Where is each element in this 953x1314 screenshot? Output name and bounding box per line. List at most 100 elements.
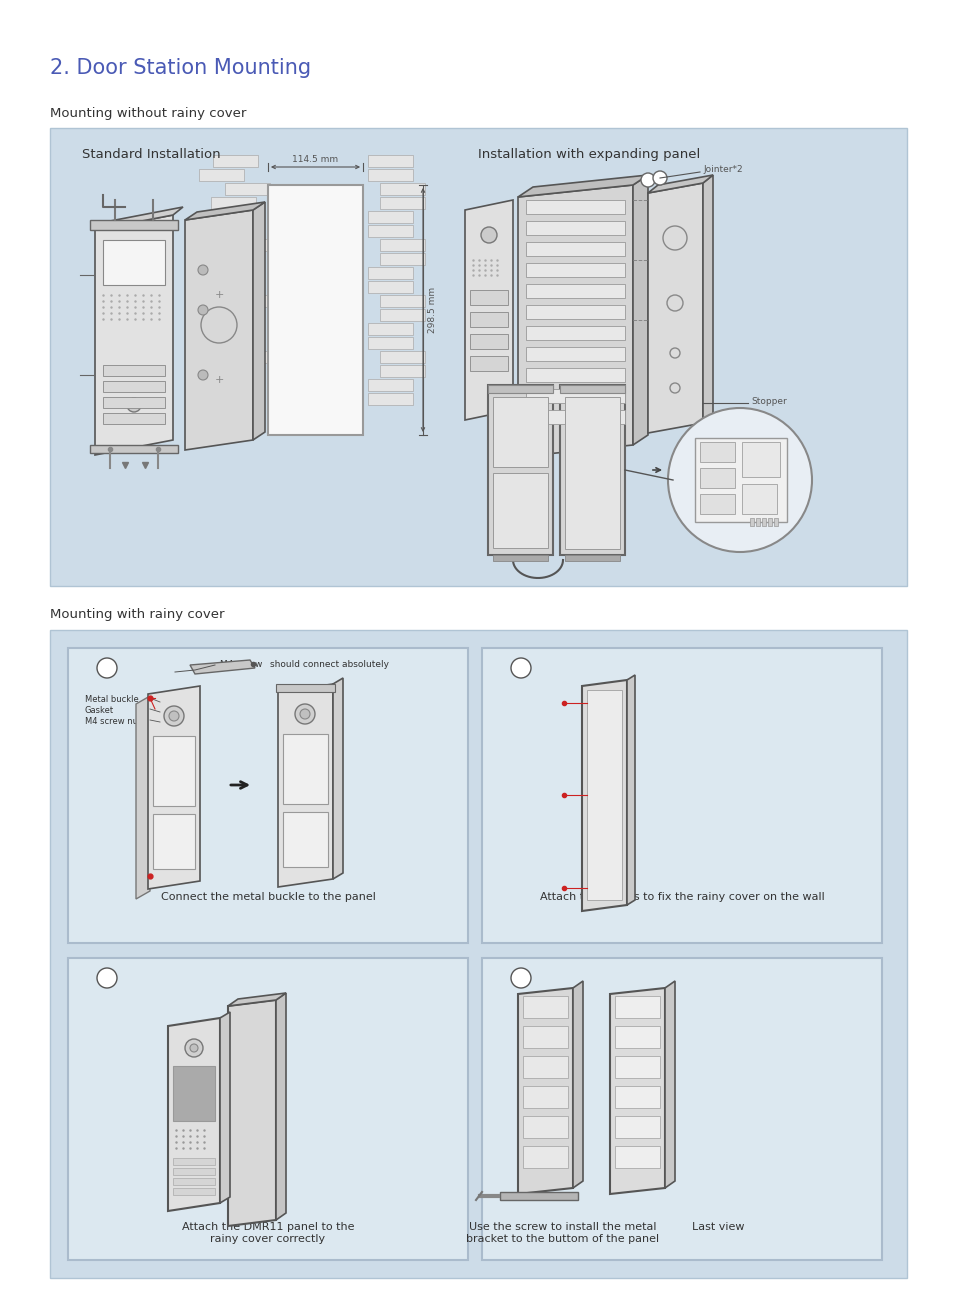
Bar xyxy=(103,381,165,392)
Circle shape xyxy=(198,305,208,315)
Polygon shape xyxy=(148,686,200,890)
Bar xyxy=(615,1146,659,1168)
Bar xyxy=(172,1168,214,1175)
Bar xyxy=(481,648,882,943)
Circle shape xyxy=(299,710,310,719)
Text: Jointer*2: Jointer*2 xyxy=(702,166,741,175)
Polygon shape xyxy=(517,185,633,457)
Polygon shape xyxy=(275,993,286,1219)
Circle shape xyxy=(640,173,655,187)
Bar xyxy=(283,735,328,804)
Text: +: + xyxy=(585,468,598,482)
Polygon shape xyxy=(333,678,343,879)
Bar xyxy=(368,281,413,293)
Bar xyxy=(172,1158,214,1166)
Circle shape xyxy=(97,658,117,678)
Text: +: + xyxy=(214,290,223,300)
Bar xyxy=(379,365,424,377)
Bar xyxy=(615,996,659,1018)
Bar xyxy=(470,311,507,327)
Bar xyxy=(379,197,424,209)
Circle shape xyxy=(127,398,141,413)
Bar xyxy=(470,334,507,350)
Text: 2. Door Station Mounting: 2. Door Station Mounting xyxy=(50,58,311,78)
Polygon shape xyxy=(517,988,573,1194)
Bar xyxy=(152,736,194,805)
Bar xyxy=(213,323,257,335)
Bar xyxy=(268,185,363,435)
Text: Installation with expanding panel: Installation with expanding panel xyxy=(477,148,700,162)
Bar xyxy=(470,290,507,305)
Text: Mounting with rainy cover: Mounting with rainy cover xyxy=(50,608,224,622)
Bar xyxy=(379,239,424,251)
Bar xyxy=(275,685,335,692)
Text: 1: 1 xyxy=(104,668,111,677)
Text: Connect the metal buckle to the panel: Connect the metal buckle to the panel xyxy=(160,892,375,901)
Polygon shape xyxy=(253,202,265,440)
Bar xyxy=(564,555,619,561)
Bar xyxy=(522,1085,567,1108)
Bar xyxy=(615,1056,659,1077)
Bar xyxy=(283,812,328,867)
Bar xyxy=(700,494,734,514)
Polygon shape xyxy=(626,675,635,905)
Text: M4 screw nut: M4 screw nut xyxy=(85,717,141,727)
Bar xyxy=(525,368,624,382)
Bar xyxy=(50,127,906,586)
Text: 298.5 mm: 298.5 mm xyxy=(428,286,436,332)
Bar xyxy=(368,323,413,335)
Bar xyxy=(695,438,786,522)
Circle shape xyxy=(164,706,184,727)
Bar xyxy=(488,385,553,393)
Bar xyxy=(493,555,547,561)
Circle shape xyxy=(511,658,531,678)
Text: 4: 4 xyxy=(517,978,524,987)
Bar xyxy=(199,225,244,237)
Bar xyxy=(90,445,178,453)
Bar xyxy=(379,351,424,363)
Polygon shape xyxy=(185,210,253,449)
Bar xyxy=(615,1026,659,1049)
Polygon shape xyxy=(609,988,664,1194)
Bar xyxy=(755,518,760,526)
Bar xyxy=(368,225,413,237)
Text: Attach the screws to fix the rainy cover on the wall: Attach the screws to fix the rainy cover… xyxy=(539,892,823,901)
Bar xyxy=(525,305,624,319)
Bar xyxy=(522,1146,567,1168)
Bar xyxy=(379,296,424,307)
Bar xyxy=(199,281,244,293)
Bar xyxy=(225,351,270,363)
Bar xyxy=(90,219,178,230)
Circle shape xyxy=(169,711,179,721)
Bar xyxy=(211,365,255,377)
Bar xyxy=(525,389,624,403)
Circle shape xyxy=(294,704,314,724)
Bar xyxy=(225,296,270,307)
Bar xyxy=(152,813,194,869)
Bar xyxy=(564,397,619,549)
Bar xyxy=(213,267,257,279)
Bar xyxy=(211,309,255,321)
Bar xyxy=(368,155,413,167)
Bar xyxy=(488,385,553,555)
Polygon shape xyxy=(517,175,647,197)
Bar xyxy=(749,518,753,526)
Bar xyxy=(368,336,413,350)
Bar xyxy=(586,690,621,900)
Bar xyxy=(103,365,165,376)
Circle shape xyxy=(185,1039,203,1056)
Bar xyxy=(522,1116,567,1138)
Polygon shape xyxy=(647,175,712,193)
Bar xyxy=(379,254,424,265)
Polygon shape xyxy=(647,183,702,434)
Text: Use the screw to install the metal
bracket to the buttom of the panel: Use the screw to install the metal brack… xyxy=(466,1222,659,1243)
Text: 114.5 mm: 114.5 mm xyxy=(292,155,337,164)
Bar xyxy=(199,170,244,181)
Text: 2: 2 xyxy=(517,668,524,677)
Bar xyxy=(368,378,413,392)
Bar xyxy=(213,155,257,167)
Bar xyxy=(559,385,624,555)
Circle shape xyxy=(667,409,811,552)
Polygon shape xyxy=(664,982,675,1188)
Polygon shape xyxy=(464,200,513,420)
